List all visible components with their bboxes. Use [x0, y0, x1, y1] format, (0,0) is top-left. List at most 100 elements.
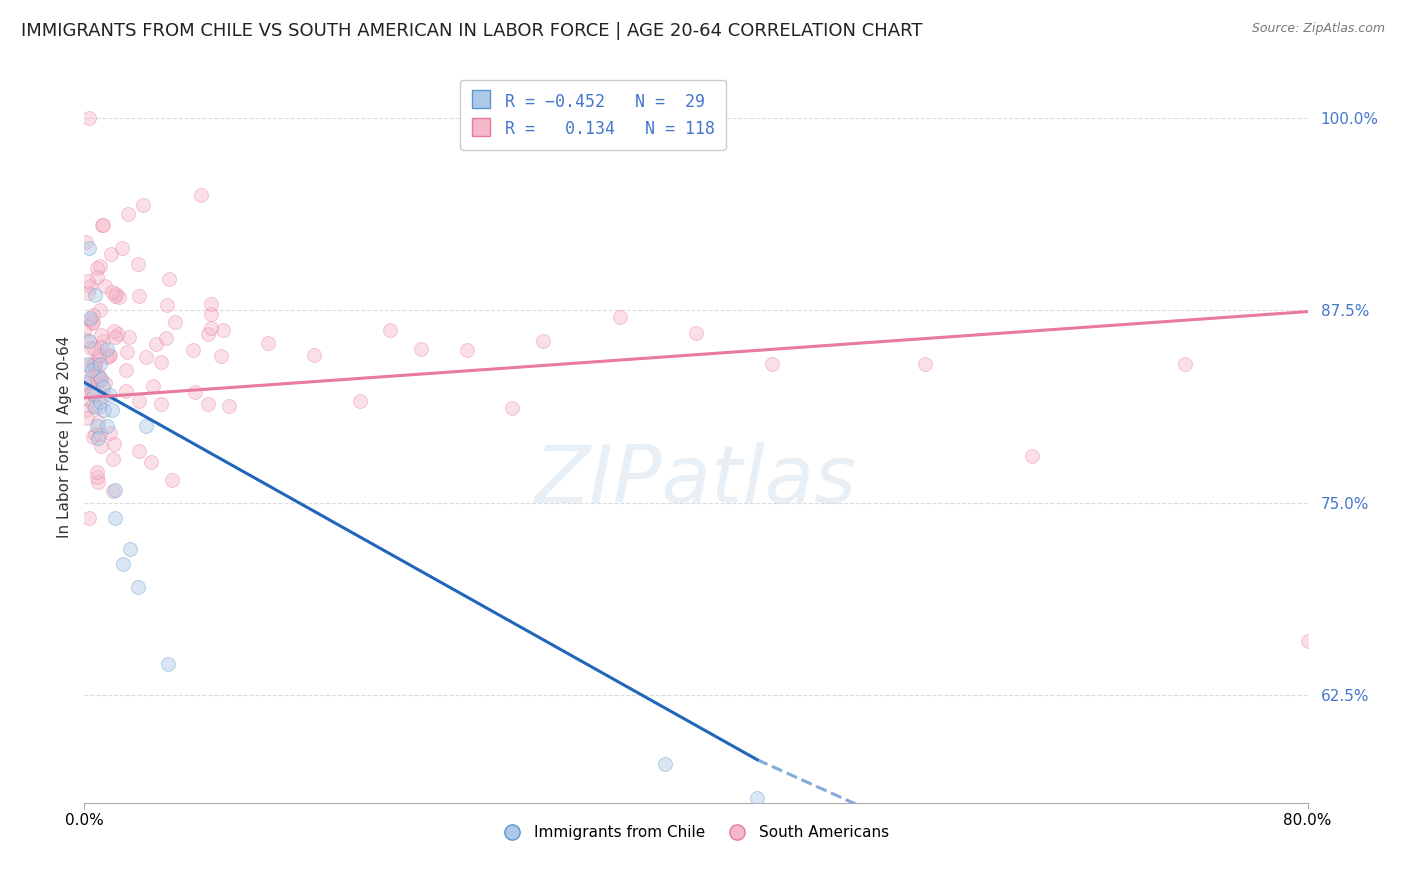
Point: [89, 427, 111, 442]
Point: [128, 289, 150, 303]
Point: [135, 350, 157, 364]
Point: [86, 470, 108, 484]
Text: IMMIGRANTS FROM CHILE VS SOUTH AMERICAN IN LABOR FORCE | AGE 20-64 CORRELATION C: IMMIGRANTS FROM CHILE VS SOUTH AMERICAN …: [21, 22, 922, 40]
Point: [100, 285, 122, 299]
Point: [90, 439, 112, 453]
Point: [685, 326, 707, 341]
Point: [91, 219, 114, 233]
Point: [101, 452, 124, 467]
Point: [197, 327, 219, 342]
Point: [200, 297, 222, 311]
Point: [200, 321, 222, 335]
Point: [531, 334, 554, 349]
Point: [89, 350, 111, 364]
Point: [127, 257, 149, 271]
Point: [115, 345, 138, 359]
Point: [94, 376, 117, 391]
Point: [100, 247, 122, 261]
Point: [349, 394, 371, 409]
Point: [91, 380, 114, 394]
Point: [83, 388, 105, 402]
Point: [80, 363, 103, 377]
Point: [132, 198, 155, 212]
Point: [87, 431, 110, 445]
Point: [91, 219, 114, 233]
Point: [139, 455, 162, 469]
Point: [747, 791, 769, 805]
Point: [111, 557, 134, 571]
Point: [184, 385, 207, 400]
Point: [73, 324, 96, 338]
Point: [82, 356, 104, 370]
Legend: Immigrants from Chile, South Americans: Immigrants from Chile, South Americans: [498, 819, 894, 847]
Point: [104, 483, 127, 498]
Point: [80, 316, 103, 330]
Point: [127, 580, 149, 594]
Point: [181, 343, 204, 357]
Point: [75, 333, 97, 347]
Point: [86, 465, 108, 479]
Point: [79, 373, 101, 387]
Point: [80, 386, 103, 401]
Point: [82, 308, 104, 322]
Point: [82, 430, 104, 444]
Point: [84, 400, 107, 414]
Point: [96, 350, 118, 364]
Point: [200, 307, 222, 321]
Point: [91, 334, 114, 349]
Point: [157, 657, 180, 672]
Point: [120, 541, 142, 556]
Point: [117, 207, 139, 221]
Point: [135, 418, 157, 433]
Point: [84, 357, 107, 371]
Point: [83, 357, 105, 371]
Point: [79, 341, 101, 355]
Point: [150, 354, 173, 368]
Text: ZIPatlas: ZIPatlas: [534, 442, 858, 520]
Point: [1296, 634, 1319, 648]
Point: [76, 392, 98, 406]
Point: [609, 310, 631, 325]
Point: [82, 384, 104, 399]
Point: [89, 259, 111, 273]
Point: [76, 357, 98, 371]
Point: [82, 315, 104, 329]
Point: [94, 279, 117, 293]
Point: [142, 379, 165, 393]
Point: [96, 418, 118, 433]
Point: [654, 757, 676, 772]
Point: [76, 274, 98, 288]
Point: [150, 397, 173, 411]
Point: [75, 403, 97, 417]
Point: [84, 359, 107, 374]
Point: [1174, 357, 1197, 371]
Point: [73, 376, 96, 390]
Point: [105, 286, 128, 301]
Point: [108, 290, 131, 304]
Point: [79, 278, 101, 293]
Point: [82, 398, 104, 412]
Point: [104, 330, 127, 344]
Point: [209, 349, 232, 363]
Point: [93, 403, 115, 417]
Point: [87, 415, 110, 429]
Point: [197, 397, 219, 411]
Point: [128, 394, 150, 409]
Point: [77, 334, 100, 348]
Point: [100, 425, 122, 440]
Point: [502, 401, 524, 416]
Point: [87, 348, 110, 362]
Point: [761, 357, 783, 371]
Point: [156, 298, 179, 312]
Point: [87, 368, 110, 383]
Point: [257, 335, 280, 350]
Point: [157, 271, 180, 285]
Point: [1021, 450, 1043, 464]
Point: [96, 342, 118, 356]
Point: [103, 324, 125, 338]
Point: [84, 427, 107, 442]
Point: [104, 288, 127, 302]
Point: [87, 369, 110, 384]
Point: [86, 270, 108, 285]
Point: [97, 349, 120, 363]
